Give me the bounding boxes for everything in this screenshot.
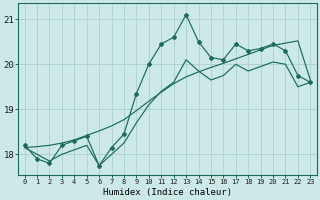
X-axis label: Humidex (Indice chaleur): Humidex (Indice chaleur): [103, 188, 232, 197]
